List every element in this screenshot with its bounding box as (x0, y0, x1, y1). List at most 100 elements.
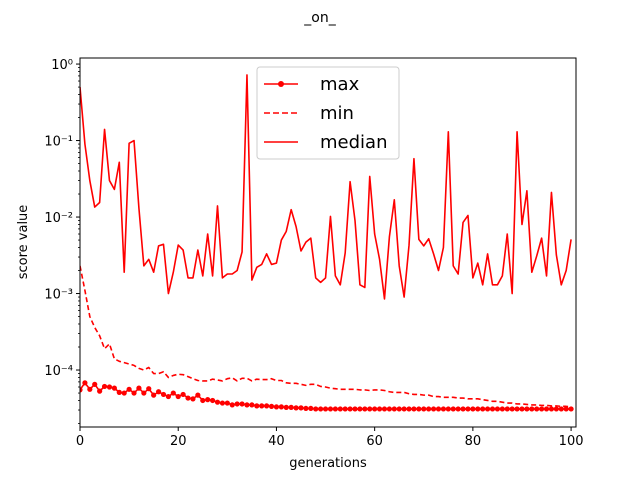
data-point-max (553, 406, 559, 412)
data-point-max (185, 395, 191, 401)
data-point-max (450, 406, 456, 412)
data-point-max (293, 405, 299, 411)
axes-frame (79, 57, 577, 428)
data-point-max (298, 405, 304, 411)
x-tick-label: 40 (268, 434, 285, 449)
series-layer (80, 74, 574, 412)
data-point-max (175, 393, 181, 400)
data-point-max (322, 406, 329, 412)
x-tick-label: 80 (465, 434, 482, 449)
data-point-max (101, 383, 108, 390)
data-point-max (327, 406, 334, 412)
legend-label-max: max (320, 74, 360, 95)
legend-label-median: median (320, 132, 387, 153)
data-point-max (563, 406, 569, 412)
data-point-max (170, 390, 176, 396)
data-point-max (92, 381, 98, 387)
data-point-max (273, 404, 280, 410)
x-tick-label: 0 (76, 434, 84, 449)
data-point-max (219, 400, 226, 406)
data-point-max (160, 391, 167, 398)
data-point-max (362, 406, 368, 412)
data-point-max (146, 386, 152, 392)
data-point-max (229, 402, 235, 408)
data-point-max (106, 384, 113, 390)
data-point-max (313, 406, 319, 412)
data-point-max (332, 406, 338, 412)
data-point-max (352, 406, 358, 412)
data-point-max (126, 386, 132, 392)
data-point-max (234, 401, 240, 407)
data-point-max (529, 406, 535, 412)
data-point-max (268, 403, 275, 409)
data-point-max (568, 406, 574, 412)
data-point-max (465, 406, 471, 412)
legend: max min median (256, 66, 400, 160)
data-point-max (426, 406, 432, 412)
data-point-max (396, 406, 402, 412)
series-line-min (80, 265, 572, 408)
legend-label-min: min (320, 103, 354, 124)
y-tick-label: 10⁻¹ (44, 135, 73, 150)
data-point-max (435, 406, 442, 412)
data-point-max (165, 393, 171, 400)
series-max (80, 380, 574, 412)
data-point-max (97, 388, 103, 394)
y-tick-label: 10⁻² (44, 211, 73, 226)
y-tick-label: 10⁻³ (44, 288, 73, 303)
data-point-max (357, 406, 363, 412)
y-tick-label: 10⁰ (51, 58, 73, 73)
data-point-max (87, 386, 93, 392)
data-point-max (401, 406, 407, 412)
data-point-max (519, 406, 525, 412)
data-point-max (264, 403, 270, 409)
data-point-max (381, 406, 388, 412)
legend-box (256, 66, 400, 160)
data-point-max (489, 406, 496, 412)
y-axis-label: score value (16, 205, 31, 280)
data-point-max (308, 405, 314, 412)
data-point-max (376, 406, 383, 412)
data-point-max (485, 406, 491, 412)
data-point-max (209, 397, 216, 404)
data-point-max (470, 406, 476, 412)
data-point-max (239, 401, 245, 407)
data-point-max (386, 406, 392, 412)
data-point-max (318, 406, 324, 412)
data-point-max (480, 406, 486, 412)
data-point-max (524, 406, 530, 412)
data-point-max (534, 406, 540, 412)
y-tick-label: 10⁻⁴ (44, 364, 73, 379)
data-point-max (430, 406, 437, 412)
data-point-max (121, 390, 127, 396)
data-point-max (195, 392, 201, 398)
data-point-max (283, 404, 289, 410)
data-point-max (411, 406, 417, 412)
data-point-max (249, 402, 255, 408)
x-tick-label: 100 (559, 434, 584, 449)
data-point-max (82, 380, 88, 386)
data-point-max (367, 406, 373, 412)
data-point-max (460, 406, 466, 412)
x-tick-label: 20 (170, 434, 187, 449)
data-point-max (445, 406, 451, 412)
axes-layer: 0 20 40 60 80 100 10⁻⁴ 10⁻³ 10⁻² 10⁻¹ 10⁰ (44, 57, 584, 449)
data-point-max (205, 397, 211, 403)
data-point-max (475, 406, 481, 412)
data-point-max (406, 406, 412, 412)
data-point-max (151, 392, 157, 398)
x-axis-label: generations (289, 456, 367, 471)
data-point-max (499, 406, 505, 412)
data-point-max (440, 406, 447, 412)
data-point-max (180, 391, 186, 398)
series-min (80, 265, 572, 408)
data-point-max (259, 403, 265, 409)
series-median (80, 74, 572, 300)
data-point-max (278, 404, 284, 410)
x-tick-label: 60 (366, 434, 383, 449)
data-point-max (558, 406, 564, 412)
data-point-max (337, 406, 343, 412)
data-point-max (155, 389, 162, 395)
data-point-max (136, 385, 142, 391)
